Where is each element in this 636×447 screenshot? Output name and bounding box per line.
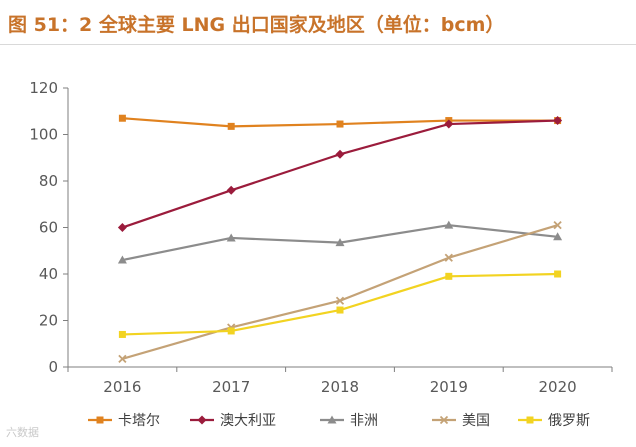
data-point-stroke-b: [444, 253, 453, 262]
legend-item: 俄罗斯: [518, 413, 590, 429]
y-tick-label: 0: [48, 358, 58, 376]
data-point: [554, 270, 562, 278]
legend-item: 卡塔尔: [88, 413, 160, 429]
data-point: [553, 232, 563, 241]
legend-marker: [96, 416, 104, 424]
x-tick-label: 2017: [212, 378, 250, 396]
data-point: [336, 120, 344, 128]
series-line: [122, 119, 558, 229]
data-point: [118, 114, 126, 122]
legend-item: 美国: [432, 413, 490, 429]
data-point: [117, 255, 127, 264]
data-point: [335, 149, 345, 159]
title-divider: [0, 44, 636, 45]
legend-marker: [197, 415, 207, 425]
series-layer: [117, 114, 563, 363]
y-tick-label: 60: [39, 219, 58, 237]
data-point: [553, 221, 562, 230]
data-point: [117, 223, 127, 232]
series-3: [117, 220, 563, 264]
watermark: 六数据: [6, 426, 39, 439]
data-point: [335, 296, 345, 305]
data-point: [335, 238, 345, 247]
data-point: [445, 272, 453, 280]
x-tick-label: 2019: [430, 378, 468, 396]
x-tick-label: 2016: [103, 378, 141, 396]
legend: 卡塔尔 澳大利亚 非洲 美国 俄罗斯: [88, 413, 590, 429]
data-point: [444, 119, 454, 129]
legend-item: 澳大利亚: [190, 413, 276, 429]
data-point-stroke-b: [335, 296, 345, 305]
series-2: [117, 116, 563, 232]
data-point: [336, 306, 344, 314]
data-point: [227, 327, 235, 335]
series-line: [122, 272, 558, 336]
chart-title: 图 51：2 全球主要 LNG 出口国家及地区（单位：bcm）: [8, 14, 505, 36]
data-point: [227, 122, 235, 130]
data-point-stroke-b: [553, 221, 562, 230]
data-point: [118, 330, 126, 338]
legend-label: 俄罗斯: [548, 413, 590, 429]
y-tick-label: 100: [29, 126, 58, 144]
data-point-stroke-b: [118, 354, 127, 363]
y-tick-label: 20: [39, 312, 58, 330]
axes: 0 20 40 60 80 100 120 2016 2017 2018 2019 2020: [29, 79, 613, 396]
y-tick-label: 120: [29, 79, 58, 97]
legend-label: 非洲: [350, 413, 378, 429]
legend-marker-stroke-b: [439, 415, 449, 425]
legend-label: 美国: [462, 413, 490, 429]
legend-item: 非洲: [320, 413, 378, 429]
data-point: [226, 233, 236, 242]
legend-label: 卡塔尔: [118, 413, 160, 429]
y-tick-label: 80: [39, 172, 58, 190]
data-point: [118, 354, 127, 363]
data-point: [553, 116, 563, 126]
x-tick-label: 2018: [321, 378, 359, 396]
series-5: [118, 270, 562, 338]
legend-marker: [526, 416, 534, 424]
y-tick-label: 40: [39, 265, 58, 283]
x-tick-label: 2020: [539, 378, 577, 396]
legend-marker: [439, 415, 449, 425]
data-point: [444, 220, 454, 229]
legend-marker: [327, 415, 337, 424]
data-point: [444, 253, 453, 262]
series-4: [118, 221, 562, 363]
data-point: [226, 185, 236, 195]
legend-label: 澳大利亚: [220, 413, 276, 429]
